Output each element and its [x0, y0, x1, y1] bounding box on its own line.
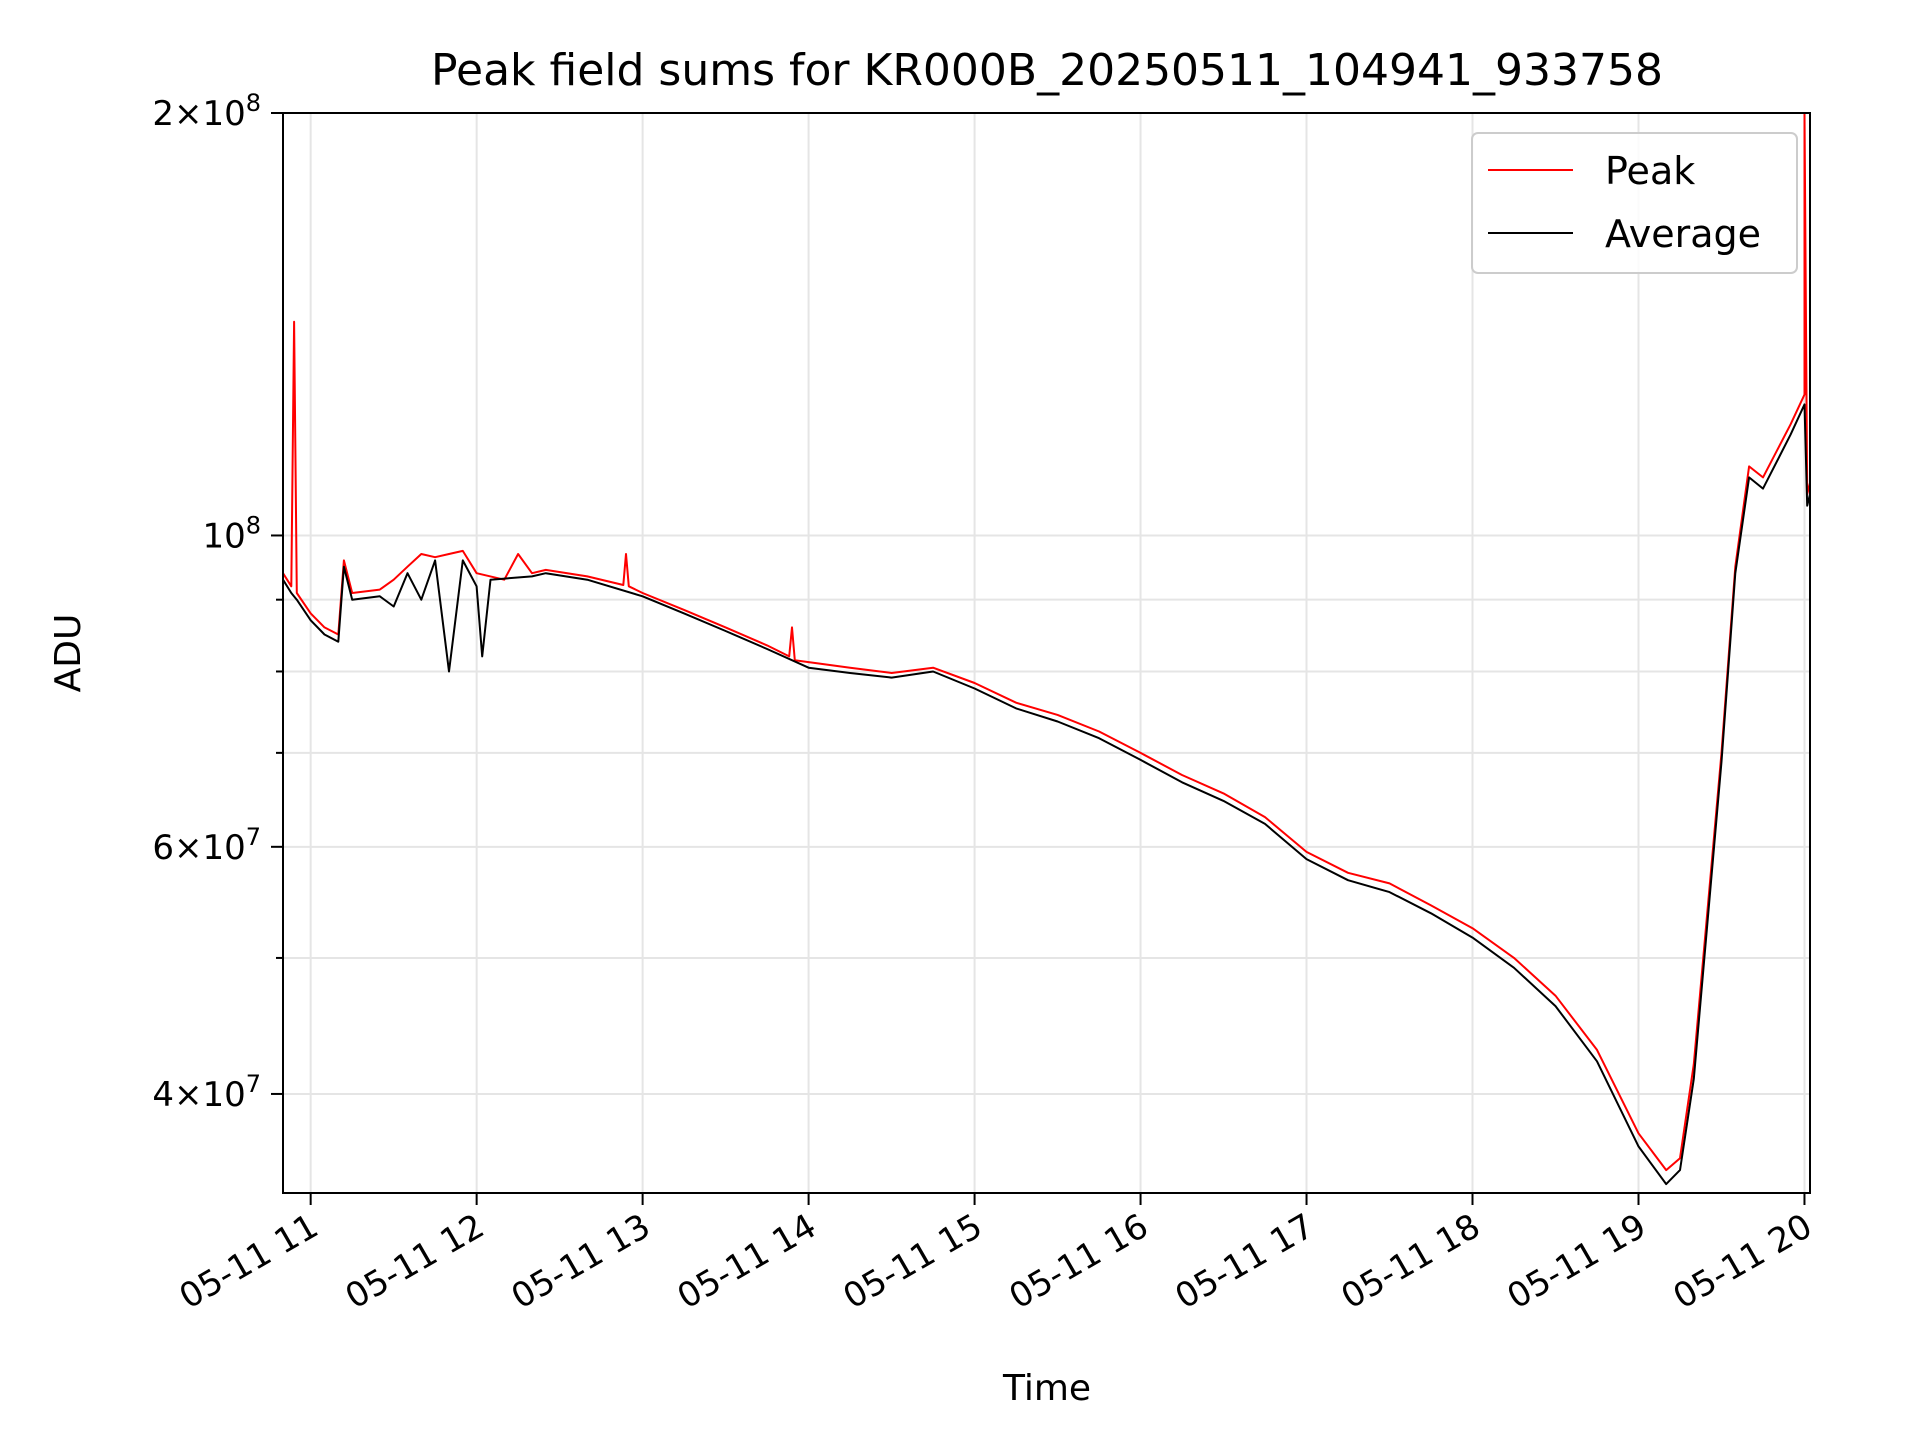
y-tick-label: 2×108 [152, 89, 261, 134]
series-layer [282, 112, 1811, 1186]
chart-title: Peak field sums for KR000B_20250511_1049… [431, 45, 1663, 96]
y-tick-label: 6×107 [152, 823, 261, 868]
plot-frame [282, 112, 1811, 1194]
y-axis-label: ADU [48, 614, 89, 693]
series-line-average [282, 403, 1811, 1186]
legend-box [1471, 132, 1798, 274]
x-axis-label: Time [1002, 1368, 1091, 1409]
legend: Peak Average [1471, 132, 1798, 274]
legend-label-peak: Peak [1605, 149, 1695, 193]
legend-label-average: Average [1605, 212, 1761, 256]
y-tick-label: 4×107 [152, 1070, 261, 1115]
series-line-peak [282, 112, 1811, 1172]
